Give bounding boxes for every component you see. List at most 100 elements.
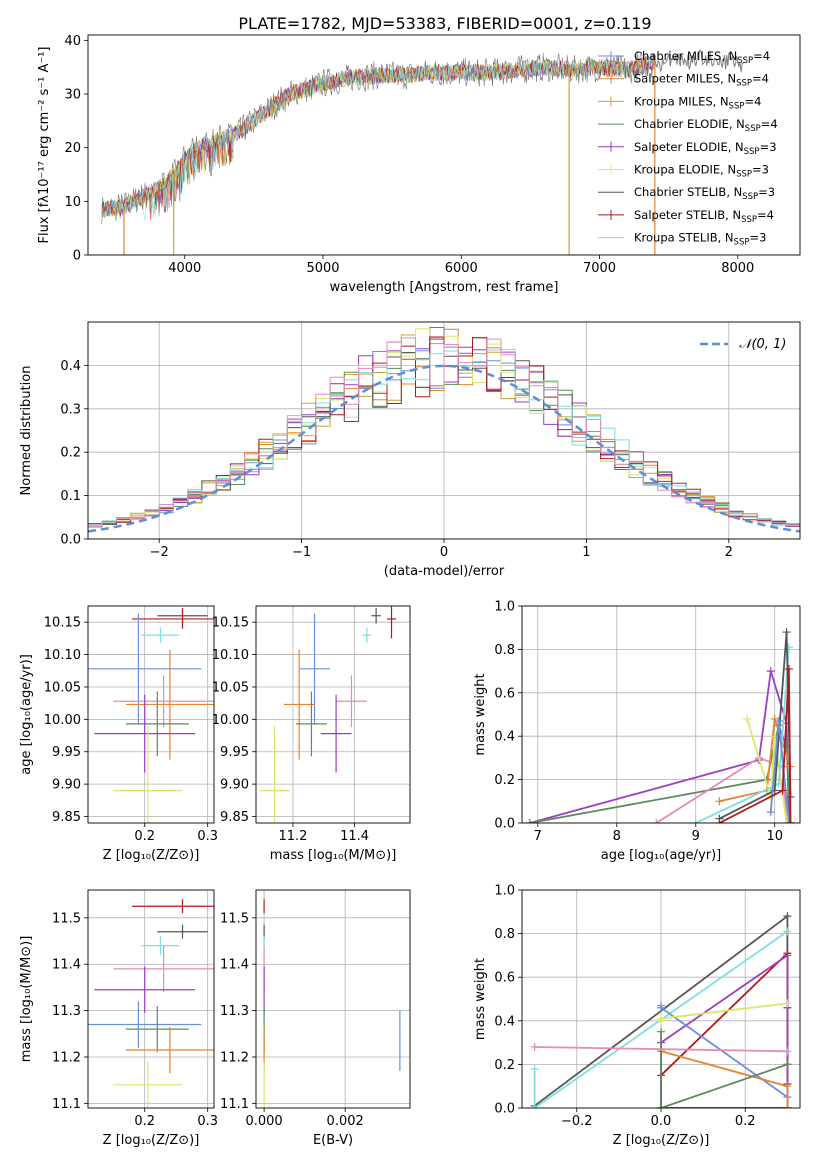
legend-entry-main: Chabrier MILES, N: [634, 49, 737, 63]
legend-label-normal: 𝒩(0, 1): [739, 337, 786, 352]
mass-weight-marker: [657, 1027, 665, 1036]
mass_weight_vs_age-ytick-label: 0.2: [494, 773, 515, 788]
mass-weight-marker: [657, 1003, 665, 1012]
residuals-xlabel: (data-model)/error: [384, 564, 505, 579]
mass_vs_z-panel: 0.2 0.3 11.1 11.2 11.3 11.4 11.5 Z [log₁₀(Z/Z⊙)…: [19, 889, 218, 1148]
residuals-ytick-label: 0.0: [60, 533, 81, 548]
mass_vs_ebv-ytick-label: 11.2: [220, 1050, 249, 1065]
spectrum-xtick-label: 7000: [583, 261, 616, 276]
mass-weight-marker: [774, 717, 783, 726]
spectrum-xtick-label: 8000: [721, 261, 754, 276]
legend-entry-main: Chabrier STELIB, N: [634, 185, 742, 199]
age_vs_mass-xtick-label: 11.2: [278, 829, 307, 844]
legend-entry-sub: SSP: [736, 170, 752, 180]
legend-entry-main: Salpeter STELIB, N: [634, 208, 741, 222]
mass-weight-line: [534, 1046, 788, 1053]
mass-weight-line: [660, 1031, 788, 1108]
spectrum-plot-area: [101, 49, 745, 255]
mass_weight_vs_z-plot-area: [522, 890, 800, 1108]
legend-entry-main: Chabrier ELODIE, N: [634, 117, 745, 131]
mass_weight_vs_age-ytick-label: 0.4: [494, 730, 515, 745]
legend-entry: Kroupa STELIB, NSSP=3: [634, 231, 766, 248]
mass_weight_vs_z-ytick-label: 0.0: [494, 1102, 515, 1117]
legend-entry: Chabrier STELIB, NSSP=3: [634, 185, 775, 202]
legend-entry: Salpeter ELODIE, NSSP=3: [634, 140, 777, 157]
mass_weight_vs_age-frame: [521, 605, 801, 824]
spectrum-series-line: [101, 57, 655, 216]
mass-weight-line: [533, 930, 788, 1108]
legend-entry-sub: SSP: [745, 124, 761, 134]
mass_weight_vs_age-xtick-label: 9: [692, 829, 700, 844]
mass_weight_vs_age-ytick-label: 0.0: [494, 817, 515, 832]
legend-entry-main: Salpeter MILES, N: [634, 72, 736, 86]
mass_weight_vs_z-ytick-label: 0.6: [494, 971, 515, 986]
mass_weight_vs_z-frame: [521, 889, 801, 1109]
age_vs_z-plot-area: [88, 606, 214, 823]
legend-entry-tail: =3: [758, 185, 775, 199]
residuals-ytick-label: 0.2: [60, 446, 81, 461]
mass_vs_z-ytick-label: 11.2: [52, 1050, 81, 1065]
mass-weight-marker: [691, 819, 700, 823]
spectrum-ytick-label: 10: [64, 195, 81, 210]
age_vs_z-ytick-label: 10.15: [44, 616, 81, 631]
mass-weight-marker: [778, 786, 787, 795]
mass-weight-line: [529, 670, 790, 823]
mass-weight-marker: [530, 1042, 539, 1051]
mass-weight-marker: [657, 1104, 665, 1108]
residuals-panel: −2 −1 0 1 2 0.0 0.1 0.2 0.3 0.4 (data-model)/error…: [19, 321, 801, 579]
mass-weight-marker: [530, 1064, 539, 1073]
mass_vs_ebv-ytick-label: 11.4: [220, 958, 249, 973]
mass_vs_ebv-xtick-label: 0.002: [327, 1114, 364, 1129]
mass-weight-marker: [652, 819, 661, 823]
age_vs_z-ytick-label: 10.10: [44, 648, 81, 663]
spectrum-xtick-label: 5000: [306, 261, 339, 276]
spectrum-panel: 4000 5000 6000 7000 8000 0 10 20 30 40 wavelength …: [37, 34, 801, 295]
spectrum-series-line: [101, 54, 655, 218]
spectrum-xlabel: wavelength [Angstrom, rest frame]: [330, 280, 559, 295]
mass-weight-marker: [770, 714, 779, 723]
mass_weight_vs_age-xlabel: age [log₁₀(age/yr)]: [601, 848, 722, 863]
mass_vs_ebv-xtick-label: 0.000: [245, 1114, 282, 1129]
normal-pdf-line: [88, 364, 800, 533]
age_vs_z-ytick-label: 9.95: [52, 745, 81, 760]
mass_weight_vs_age-plot-area: [522, 606, 800, 823]
mass_weight_vs_age-xtick-label: 10: [766, 829, 783, 844]
age_vs_mass-ytick-label: 9.95: [220, 745, 249, 760]
spectrum-ytick-label: 20: [64, 141, 81, 156]
mass-weight-marker: [657, 1014, 665, 1023]
residuals-xtick-label: −1: [292, 545, 311, 560]
mass_weight_vs_z-ytick-label: 1.0: [494, 884, 515, 899]
mass-weight-marker: [783, 1047, 792, 1056]
legend-entry-tail: =4: [753, 49, 770, 63]
mass_vs_ebv-frame: [255, 889, 411, 1109]
mass-weight-marker: [766, 808, 775, 817]
figure-panels: 4000 5000 6000 7000 8000010203040wavelength …: [19, 34, 801, 1148]
age_vs_z-ylabel: age [log₁₀(age/yr)]: [19, 654, 34, 775]
mass-weight-marker: [783, 951, 792, 960]
age_vs_mass-plot-area: [256, 606, 410, 823]
mass_weight_vs_age-xtick-label: 8: [613, 829, 621, 844]
residuals-xtick-label: −2: [150, 545, 169, 560]
age_vs_z-frame: [87, 605, 215, 824]
mass_vs_z-ylabel: mass [log₁₀(M/M⊙)]: [19, 936, 34, 1063]
spectrum-ylabel: Flux [fλ10⁻¹⁷ erg cm⁻² s⁻¹ A⁻¹]: [37, 47, 52, 244]
mass_weight_vs_z-ytick-label: 0.8: [494, 927, 515, 942]
age_vs_mass-panel: 11.2 11.4 9.85 9.90 9.95 10.00 10.05 10.10 10.15…: [212, 605, 411, 863]
mass-weight-marker: [525, 819, 534, 823]
mass-weight-marker: [783, 912, 792, 921]
age_vs_mass-frame: [255, 605, 411, 824]
legend-entry: Kroupa ELODIE, NSSP=3: [634, 163, 769, 180]
mass-weight-marker: [783, 1104, 792, 1108]
age_vs_mass-xtick-label: 11.4: [340, 829, 369, 844]
legend-entry-tail: =4: [752, 72, 769, 86]
mass_vs_ebv-ytick-label: 11.1: [220, 1097, 249, 1112]
residuals-xtick-label: 0: [440, 545, 448, 560]
spectrum-frame: [87, 34, 801, 256]
residuals-xtick-label: 2: [725, 545, 733, 560]
legend-entry-sub: SSP: [734, 238, 750, 248]
age_vs_mass-ytick-label: 10.15: [212, 616, 249, 631]
age_vs_z-xtick-label: 0.3: [197, 829, 218, 844]
mass_vs_z-ytick-label: 11.1: [52, 1097, 81, 1112]
legend-entry-tail: =4: [761, 117, 778, 131]
